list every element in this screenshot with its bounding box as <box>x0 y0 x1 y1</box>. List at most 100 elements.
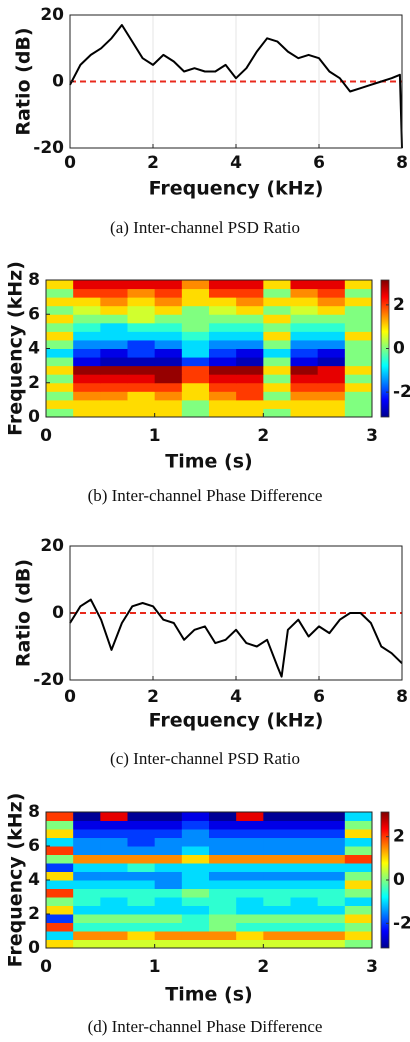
heat-cell <box>236 888 264 898</box>
heat-cell <box>46 854 74 864</box>
heat-cell <box>100 305 128 315</box>
heat-cell <box>181 288 210 298</box>
heat-cell <box>46 322 74 332</box>
heat-cell <box>154 846 183 855</box>
y-tick-label: 0 <box>28 938 40 958</box>
heat-cell <box>73 939 101 949</box>
heat-cell <box>127 365 156 375</box>
heat-cell <box>181 846 210 855</box>
heat-cell <box>127 374 156 384</box>
heat-cell <box>209 322 237 332</box>
heat-cell <box>317 314 346 324</box>
heat-cell <box>263 880 291 889</box>
heat-cell <box>100 914 128 923</box>
y-tick-label: 20 <box>40 5 64 25</box>
y-axis-label: Frequency (kHz) <box>5 261 27 436</box>
heat-cell <box>263 939 291 949</box>
heat-cell <box>127 914 156 923</box>
heat-cell <box>317 888 346 898</box>
heat-cell <box>236 331 264 341</box>
y-tick-label: 20 <box>40 536 64 556</box>
x-tick-label: 1 <box>149 426 161 446</box>
heat-cell <box>263 854 291 864</box>
x-tick-label: 0 <box>64 153 76 173</box>
heat-cell <box>209 914 237 923</box>
heat-cell <box>344 365 373 375</box>
heat-cell <box>46 382 74 392</box>
heat-cell <box>73 854 101 864</box>
heat-cell <box>209 331 237 341</box>
heat-cell <box>181 837 210 847</box>
heat-cell <box>100 922 128 932</box>
heat-cell <box>344 339 373 349</box>
heat-cell <box>290 348 319 358</box>
x-tick-label: 3 <box>366 957 378 977</box>
heat-cell <box>127 357 156 367</box>
heat-cell <box>209 854 237 864</box>
heat-cell <box>290 314 319 324</box>
heat-cell <box>344 820 373 830</box>
heat-cell <box>154 888 183 898</box>
heat-cell <box>154 922 183 932</box>
heat-cell <box>209 365 237 375</box>
heat-cell <box>236 829 264 838</box>
heat-cell <box>209 846 237 855</box>
heat-cell <box>290 897 319 906</box>
heat-cell <box>290 922 319 932</box>
x-tick-label: 8 <box>396 687 408 707</box>
heat-cell <box>344 408 373 418</box>
heat-cell <box>236 837 264 847</box>
heat-cell <box>236 374 264 384</box>
heat-cell <box>154 863 183 872</box>
heat-cell <box>127 288 156 298</box>
heat-cell <box>317 305 346 315</box>
heat-cell <box>317 897 346 906</box>
heat-cell <box>127 382 156 392</box>
heat-cell <box>46 374 74 384</box>
heat-cell <box>317 931 346 940</box>
heat-cell <box>290 339 319 349</box>
heat-cell <box>263 871 291 881</box>
heat-cell <box>154 812 183 821</box>
heat-cell <box>344 880 373 889</box>
heat-cell <box>290 812 319 821</box>
heat-cell <box>100 314 128 324</box>
heat-cell <box>154 357 183 367</box>
y-tick-label: 4 <box>28 339 40 359</box>
heat-cell <box>73 357 101 367</box>
heat-cell <box>317 854 346 864</box>
heat-cell <box>181 922 210 932</box>
heat-cell <box>236 812 264 821</box>
heat-cell <box>73 314 101 324</box>
caption: (d) Inter-channel Phase Difference <box>88 1017 323 1036</box>
data-line <box>69 24 403 149</box>
heat-cell <box>263 846 291 855</box>
heat-cell <box>209 939 237 949</box>
heat-cell <box>344 897 373 906</box>
heat-cell <box>46 820 74 830</box>
heat-cell <box>154 897 183 906</box>
heat-cell <box>344 297 373 307</box>
heat-cell <box>100 288 128 298</box>
heat-cell <box>263 297 291 307</box>
heat-cell <box>73 391 101 401</box>
heat-cell <box>181 399 210 409</box>
x-tick-label: 4 <box>230 687 242 707</box>
colorbar-tick-label: 2 <box>393 295 405 315</box>
heat-cell <box>100 391 128 401</box>
heat-cell <box>344 914 373 923</box>
heat-cell <box>290 408 319 418</box>
heat-cell <box>100 408 128 418</box>
heat-cell <box>181 931 210 940</box>
heat-cell <box>209 305 237 315</box>
heat-cell <box>209 314 237 324</box>
heat-cell <box>181 314 210 324</box>
heat-cell <box>154 931 183 940</box>
heat-cell <box>181 348 210 358</box>
x-tick-label: 1 <box>149 957 161 977</box>
heat-cell <box>317 339 346 349</box>
heat-cell <box>127 897 156 906</box>
heat-cell <box>290 382 319 392</box>
heat-cell <box>290 880 319 889</box>
heat-cell <box>344 846 373 855</box>
